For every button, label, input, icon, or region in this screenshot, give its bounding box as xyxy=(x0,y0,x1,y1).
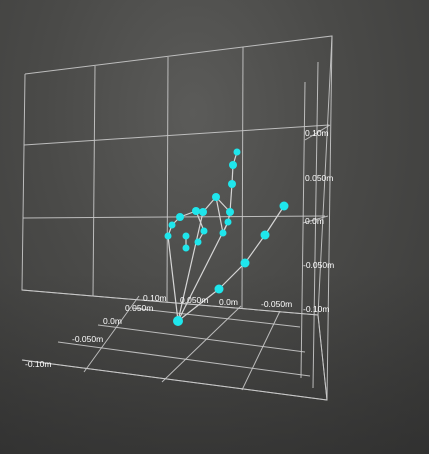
floor-grid xyxy=(21,289,328,401)
joint-pinky-tip xyxy=(182,244,190,252)
tick-right-2: 0.0m xyxy=(305,216,324,226)
tick-right-1: 0.050m xyxy=(305,173,333,183)
joint-index-3 xyxy=(229,161,237,169)
tick-right-3: -0.050m xyxy=(303,260,334,270)
tick-floor-right-1: 0.0m xyxy=(219,297,238,307)
joint-middle-tip xyxy=(219,229,227,237)
tick-right-0: 0.10m xyxy=(305,128,329,138)
joint-ring-2 xyxy=(200,227,208,235)
joint-pinky-4 xyxy=(182,232,190,240)
tick-floor-0: 0.10m xyxy=(143,293,167,303)
floor-right-labels: 0.050m 0.0m -0.050m xyxy=(180,295,292,309)
floor-front-labels: 0.10m 0.050m 0.0m -0.050m -0.10m xyxy=(25,293,167,369)
back-wall-grid xyxy=(21,35,333,316)
joint-middle-1 xyxy=(199,208,207,216)
joint-thumb-2 xyxy=(240,258,250,268)
joint-thumb-3 xyxy=(260,230,270,240)
hand-joints xyxy=(164,148,289,326)
tick-floor-1: 0.050m xyxy=(125,303,153,313)
tick-floor-right-0: 0.050m xyxy=(180,295,208,305)
joint-index-2 xyxy=(228,180,236,188)
tick-floor-4: -0.10m xyxy=(25,359,51,369)
joint-pinky-2 xyxy=(168,221,176,229)
joint-ring-1 xyxy=(192,207,200,215)
joint-index-1 xyxy=(226,208,234,216)
joint-wrist xyxy=(173,316,183,326)
joint-middle-2 xyxy=(212,193,220,201)
right-wall-labels: 0.10m 0.050m 0.0m -0.050m -0.10m xyxy=(303,128,334,314)
joint-middle-3 xyxy=(224,218,232,226)
joint-ring-tip xyxy=(194,238,202,246)
tick-floor-2: 0.0m xyxy=(103,316,122,326)
tick-floor-3: -0.050m xyxy=(72,334,103,344)
tick-floor-right-2: -0.050m xyxy=(261,299,292,309)
tick-right-4: -0.10m xyxy=(303,304,329,314)
joint-pinky-3 xyxy=(164,232,172,240)
joint-index-tip xyxy=(233,148,241,156)
joint-pinky-1 xyxy=(176,213,184,221)
joint-thumb-tip xyxy=(279,201,289,211)
joint-thumb-1 xyxy=(214,284,224,294)
